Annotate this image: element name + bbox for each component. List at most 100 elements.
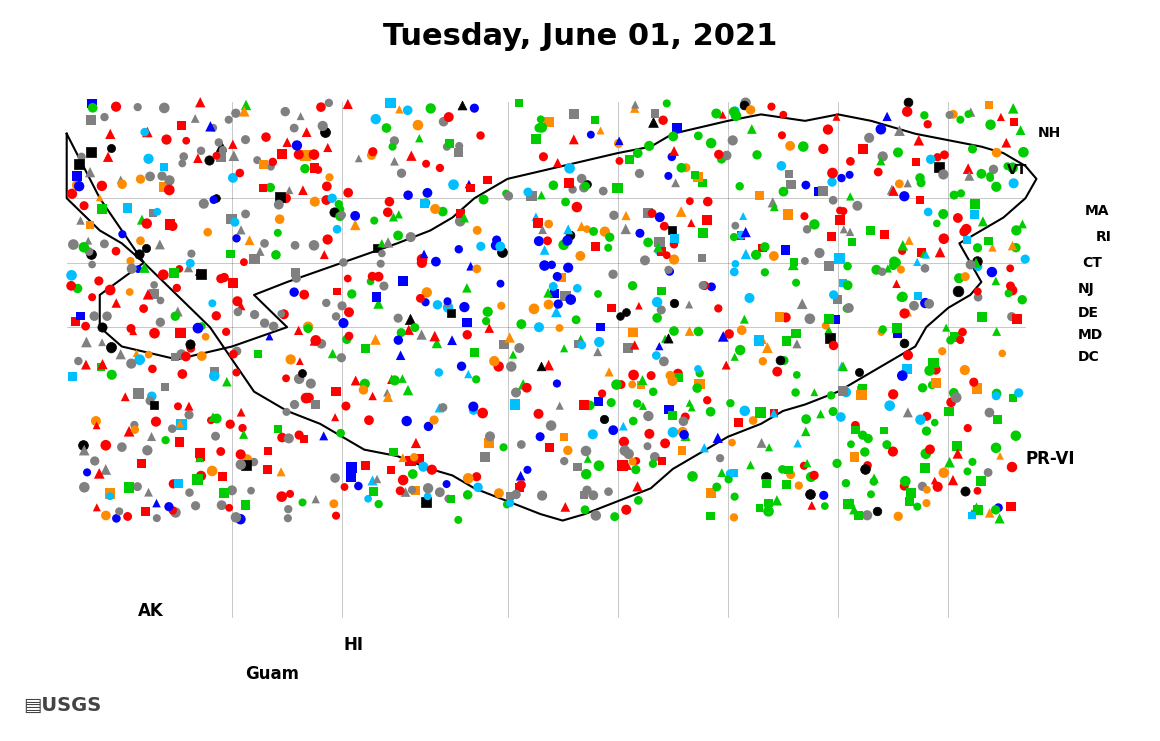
Point [629,494,647,506]
Point [211,273,230,285]
Point [639,207,658,219]
Point [297,126,316,138]
Point [998,160,1016,172]
Point [87,419,106,431]
Point [205,366,224,378]
Point [624,415,643,427]
Point [305,239,324,251]
Point [319,142,338,153]
Point [887,278,906,290]
Point [97,310,116,322]
Point [219,114,238,126]
Text: MD: MD [1078,328,1103,342]
Point [512,439,530,451]
Point [187,500,205,512]
Point [256,131,275,143]
Point [556,290,574,302]
Point [138,445,157,456]
Point [735,405,754,417]
Point [747,249,766,261]
Point [306,494,325,505]
Point [956,364,974,376]
Point [928,218,947,230]
Point [800,488,819,500]
Point [858,509,877,521]
Point [579,453,597,465]
Point [711,452,730,464]
Point [694,177,712,189]
Point [494,442,513,453]
Point [188,473,206,485]
Point [480,322,499,334]
Point [987,325,1006,337]
Point [86,455,104,467]
Point [464,401,483,413]
Point [873,266,892,278]
Point [145,288,164,300]
Point [755,267,774,279]
Point [921,444,940,456]
Point [222,213,240,225]
Point [552,271,571,283]
Point [841,190,860,202]
Point [503,348,522,360]
Point [143,363,161,375]
Point [70,158,88,170]
Point [293,185,312,196]
Point [125,424,144,436]
Point [641,370,660,382]
Point [784,259,803,270]
Point [774,186,792,198]
Point [959,163,978,175]
Point [608,182,626,193]
Point [695,279,713,291]
Point [702,488,720,499]
Point [564,184,582,196]
Point [654,114,673,126]
Point [676,411,695,423]
Point [972,168,991,180]
Point [824,405,842,417]
Point [416,296,435,308]
Text: MA: MA [1085,205,1109,218]
Point [507,488,525,500]
Point [655,220,674,232]
Point [848,200,867,212]
Point [623,379,641,391]
Point [281,488,299,500]
Point [712,467,731,479]
Point [827,313,846,325]
Point [969,242,987,253]
Point [819,324,838,336]
Text: Guam: Guam [246,665,299,683]
Point [213,144,232,156]
Point [254,182,273,194]
Point [162,423,181,435]
Point [519,464,537,476]
Point [364,485,383,497]
Point [140,170,159,182]
Point [346,210,364,222]
Point [285,122,304,134]
Point [980,99,999,110]
Point [78,336,96,348]
Point [957,223,976,235]
Point [347,374,365,386]
Point [731,344,749,356]
Point [208,150,226,162]
Point [95,238,114,250]
Point [602,302,621,314]
Point [694,227,712,239]
Point [896,308,914,319]
Point [928,151,947,163]
Point [467,225,486,236]
Point [664,426,682,438]
Point [459,178,478,190]
Point [191,144,210,156]
Point [314,430,333,442]
Point [111,173,130,185]
Point [440,493,458,505]
Point [730,416,748,428]
Point [171,436,189,448]
Point [285,399,304,411]
